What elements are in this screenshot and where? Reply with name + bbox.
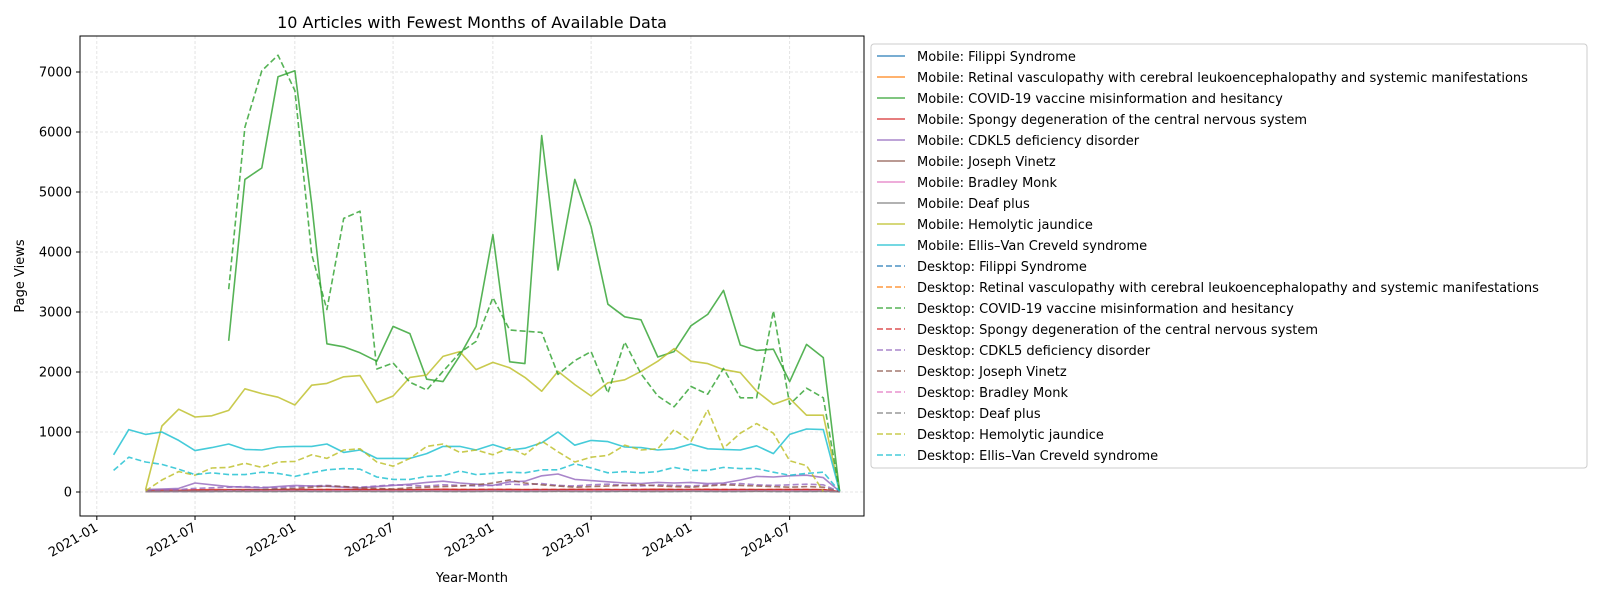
series-line-18 [145,490,840,493]
legend-label: Desktop: Spongy degeneration of the cent… [917,323,1318,338]
y-tick-label: 3000 [39,306,72,321]
y-tick-label: 5000 [39,186,72,201]
legend-label: Mobile: Hemolytic jaundice [917,218,1093,233]
legend-label: Mobile: Bradley Monk [917,176,1057,191]
legend-label: Mobile: Ellis–Van Creveld syndrome [917,239,1147,254]
series-layer [112,54,841,493]
series-line-13 [227,54,841,492]
series-line-16 [145,479,840,493]
legend-label: Desktop: Filippi Syndrome [917,260,1087,275]
y-tick-label: 6000 [39,126,72,141]
y-tick-label: 4000 [39,246,72,261]
series-line-20 [113,456,841,492]
y-tick-label: 2000 [39,366,72,381]
grid [80,36,864,516]
plot-frame [79,35,865,517]
legend: Mobile: Filippi Syndrome Mobile: Retinal … [870,43,1588,469]
series-line-14 [145,488,840,493]
legend-label: Mobile: Retinal vasculopathy with cerebr… [917,71,1528,86]
legend-label: Mobile: CDKL5 deficiency disorder [917,134,1140,149]
series-line-3 [227,70,841,492]
chart-title: 10 Articles with Fewest Months of Availa… [277,13,667,32]
series-line-19 [145,408,824,492]
legend-box [870,43,1588,469]
y-tick-label: 7000 [39,66,72,81]
legend-label: Desktop: Retinal vasculopathy with cereb… [917,281,1539,296]
legend-label: Mobile: Filippi Syndrome [917,50,1076,65]
legend-label: Desktop: CDKL5 deficiency disorder [917,344,1151,359]
y-tick-label: 1000 [39,426,72,441]
legend-label: Mobile: Joseph Vinetz [917,155,1056,170]
legend-label: Desktop: Joseph Vinetz [917,365,1067,380]
legend-label: Desktop: Ellis–Van Creveld syndrome [917,449,1158,464]
legend-label: Mobile: Spongy degeneration of the centr… [917,113,1307,128]
legend-label: Desktop: Hemolytic jaundice [917,428,1104,443]
y-axis-label: Page Views [13,239,28,312]
legend-label: Desktop: COVID-19 vaccine misinformation… [917,302,1294,317]
y-tick-label: 0 [64,486,72,501]
legend-label: Mobile: COVID-19 vaccine misinformation … [917,92,1283,107]
legend-label: Desktop: Deaf plus [917,407,1041,422]
legend-label: Desktop: Bradley Monk [917,386,1068,401]
legend-label: Mobile: Deaf plus [917,197,1030,212]
x-axis-label: Year-Month [435,571,508,586]
